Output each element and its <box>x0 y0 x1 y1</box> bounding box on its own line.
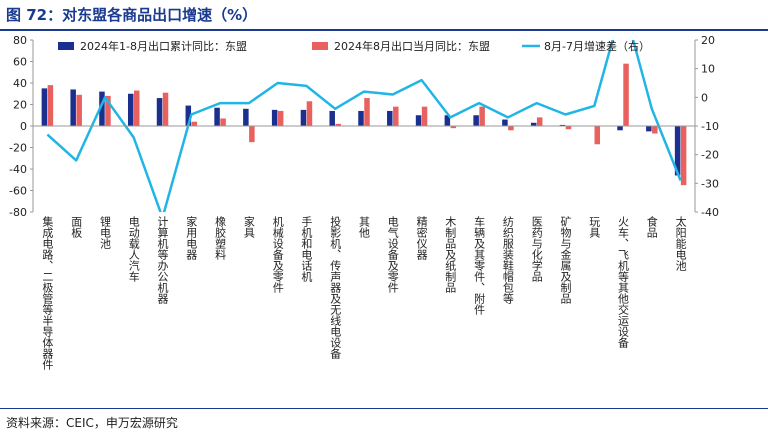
bar-cumulative <box>530 122 537 126</box>
category-label: 面板 <box>70 216 83 239</box>
category-label: 医药与化学品 <box>530 216 543 282</box>
bar-cumulative <box>41 88 48 126</box>
bar-cumulative <box>271 109 278 126</box>
bar-monthly <box>220 118 226 126</box>
bar-monthly <box>623 63 629 126</box>
bar-monthly <box>680 126 687 186</box>
category-label: 木制品及纸制品 <box>444 216 457 293</box>
footer-rule <box>0 408 768 409</box>
category-label: 投影机、传声器及无线电设备 <box>329 215 342 360</box>
category-label: 矿物与金属及制品 <box>559 216 572 304</box>
bar-monthly <box>364 98 370 126</box>
category-label: 电动载人汽车 <box>127 216 140 283</box>
bar-monthly <box>105 95 111 126</box>
title-rule <box>0 29 768 31</box>
bar-cumulative <box>329 110 335 126</box>
right-tick-label: 20 <box>701 34 715 47</box>
bar-cumulative <box>214 107 220 126</box>
bar-monthly <box>133 90 140 126</box>
left-tick-label: 20 <box>13 99 27 112</box>
legend-swatch <box>312 42 328 50</box>
bar-cumulative <box>127 93 134 126</box>
bar-monthly <box>450 126 457 129</box>
category-label: 精密仪器 <box>415 216 428 261</box>
legend-swatch <box>58 42 74 50</box>
source-note: 资料来源：CEIC，申万宏源研究 <box>6 416 178 430</box>
left-tick-label: -40 <box>9 163 27 176</box>
bar-monthly <box>191 121 198 126</box>
category-label: 计算机等办公机器 <box>156 216 169 305</box>
bar-monthly <box>76 94 82 126</box>
bar-monthly <box>47 85 54 126</box>
bar-monthly <box>652 126 658 134</box>
category-label: 家具 <box>242 215 255 238</box>
bar-monthly <box>335 123 341 126</box>
bar-cumulative <box>674 126 681 176</box>
bar-monthly <box>565 126 572 130</box>
category-label: 玩具 <box>588 216 601 238</box>
left-tick-label: 0 <box>20 120 27 133</box>
legend-label: 2024年8月出口当月同比：东盟 <box>334 39 490 53</box>
bar-cumulative <box>300 109 307 126</box>
legend-label: 2024年1-8月出口累计同比：东盟 <box>80 39 247 53</box>
right-tick-label: -30 <box>701 177 719 190</box>
bar-cumulative <box>387 110 393 126</box>
bar-monthly <box>249 126 255 143</box>
bar-cumulative <box>502 119 508 126</box>
left-tick-label: 40 <box>13 77 27 90</box>
category-label: 其他 <box>358 216 371 238</box>
category-label: 太阳能电池 <box>674 216 687 271</box>
right-tick-label: -40 <box>701 206 719 219</box>
bar-cumulative <box>99 91 105 126</box>
left-tick-label: 80 <box>13 34 27 47</box>
bar-monthly <box>393 106 399 126</box>
bar-cumulative <box>185 105 192 126</box>
bar-cumulative <box>559 124 566 126</box>
bar-cumulative <box>70 89 76 126</box>
right-tick-label: -10 <box>701 120 719 133</box>
category-label: 电气设备及零件 <box>386 216 399 294</box>
left-tick-label: -20 <box>9 142 27 155</box>
right-tick-label: -20 <box>701 149 719 162</box>
bar-cumulative <box>415 115 422 126</box>
bar-cumulative <box>617 126 623 131</box>
bar-cumulative <box>156 98 163 126</box>
left-tick-label: 60 <box>13 56 27 69</box>
right-tick-label: 10 <box>701 63 715 76</box>
category-label: 纺织服装鞋帽包等 <box>501 215 514 304</box>
category-label: 车辆及其零件、附件 <box>473 215 486 316</box>
bar-monthly <box>421 106 428 126</box>
category-label: 机械设备及零件 <box>271 215 284 294</box>
category-label: 火车、飞机等其他交运设备 <box>617 216 630 349</box>
bar-monthly <box>162 92 169 126</box>
bar-cumulative <box>358 110 364 126</box>
export-growth-chart: -80 -60 -40 -20 0 20 40 60 80 -40 -30 -20 -10 0 10 20 2… <box>9 34 719 371</box>
category-label: 食品 <box>645 215 658 238</box>
category-label: 手机和电话机 <box>300 215 313 282</box>
category-label: 锂电池 <box>99 215 112 249</box>
category-label: 家用电器 <box>185 215 198 261</box>
chart-title: 图 72：对东盟各商品出口增速（%） <box>6 6 258 24</box>
legend-label: 8月-7月增速差（右） <box>544 39 650 53</box>
line-growth-diff <box>46 40 682 212</box>
category-label: 橡胶塑料 <box>214 216 227 261</box>
bar-monthly <box>306 101 313 126</box>
bar-monthly <box>508 126 514 131</box>
left-tick-label: -60 <box>9 185 27 198</box>
bar-cumulative <box>243 108 249 126</box>
bar-cumulative <box>473 115 479 126</box>
category-label: 集成电路、二极管等半导体器件 <box>41 215 54 371</box>
bar-monthly <box>594 126 601 145</box>
bar-cumulative <box>646 126 652 132</box>
right-tick-label: 0 <box>701 91 708 104</box>
bar-cumulative <box>444 115 451 126</box>
left-tick-label: -80 <box>9 206 27 219</box>
bar-monthly <box>277 110 284 126</box>
bar-monthly <box>479 106 485 126</box>
bar-monthly <box>536 117 543 126</box>
